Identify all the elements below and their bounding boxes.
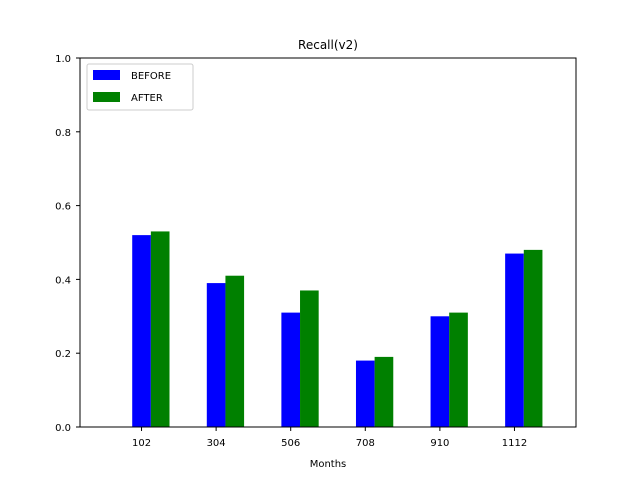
x-axis-label: Months xyxy=(310,459,347,470)
legend: BEFORE AFTER xyxy=(86,63,194,111)
x-tick-label: 708 xyxy=(356,438,375,449)
x-tick-label: 1112 xyxy=(502,438,527,449)
bar-before-1112 xyxy=(505,253,524,427)
x-tick-label: 506 xyxy=(281,438,300,449)
legend-label-before: BEFORE xyxy=(131,71,171,82)
y-tick-label: 1.0 xyxy=(55,54,71,65)
bar-before-506 xyxy=(281,312,301,427)
y-axis-ticks: 0.0 0.2 0.4 0.6 0.8 1.0 xyxy=(55,54,80,434)
plot-frame xyxy=(79,57,577,428)
y-tick-label: 0.2 xyxy=(55,349,71,360)
x-tick-label: 304 xyxy=(207,438,226,449)
chart-title: Recall(v2) xyxy=(298,38,358,52)
bar-before-102 xyxy=(132,235,151,427)
bar-after-708 xyxy=(374,356,394,427)
legend-swatch-before xyxy=(93,70,120,80)
bar-after-506 xyxy=(300,290,319,427)
bar-after-304 xyxy=(225,275,245,427)
bar-before-304 xyxy=(206,283,226,427)
bar-before-910 xyxy=(430,316,450,427)
y-tick-label: 0.6 xyxy=(55,202,71,213)
y-tick-label: 0.4 xyxy=(55,275,71,286)
bar-before-708 xyxy=(355,360,375,427)
x-tick-label: 910 xyxy=(430,438,449,449)
y-tick-label: 0.0 xyxy=(55,423,71,434)
legend-swatch-after xyxy=(93,92,120,102)
bars xyxy=(132,231,543,427)
y-tick-label: 0.8 xyxy=(55,128,71,139)
bar-after-102 xyxy=(150,231,170,427)
legend-label-after: AFTER xyxy=(131,93,163,104)
x-axis-ticks: 102 304 506 708 910 1112 xyxy=(132,427,527,449)
x-tick-label: 102 xyxy=(132,438,151,449)
bar-after-1112 xyxy=(523,249,543,427)
bar-after-910 xyxy=(449,312,468,427)
